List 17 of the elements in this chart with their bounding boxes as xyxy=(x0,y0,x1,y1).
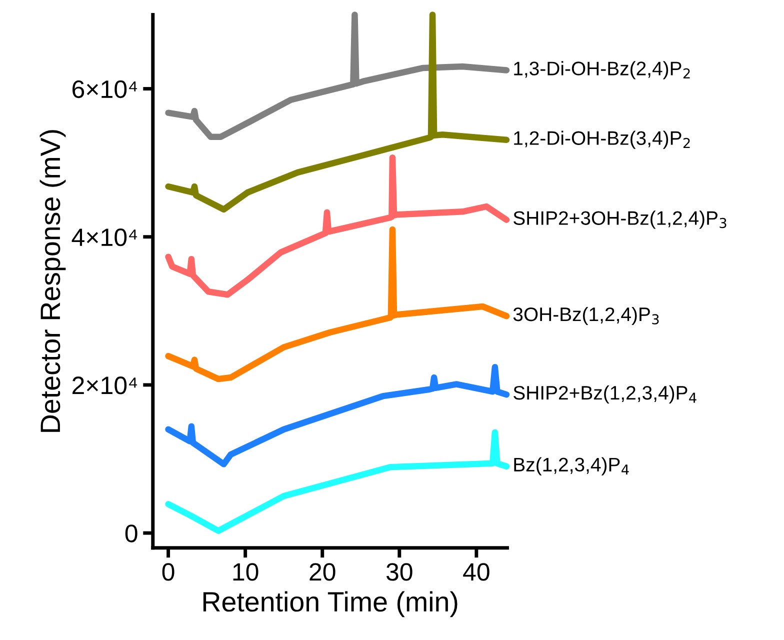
x-tick-label: 40 xyxy=(463,563,490,581)
series-label: 1,2-Di-OH-Bz(3,4)P$_{2}$ xyxy=(514,130,690,149)
series-label: SHIP2+Bz(1,2,3,4)P$_{4}$ xyxy=(514,385,696,404)
series-label: 3OH-Bz(1,2,4)P$_{3}$ xyxy=(513,306,659,326)
x-tick-label: 10 xyxy=(233,563,258,581)
x-axis-title: Retention Time (min) xyxy=(203,591,458,618)
y-tick-label: 2×10⁴ xyxy=(72,376,138,394)
y-tick-label: 0 xyxy=(125,524,138,542)
x-tick-label: 20 xyxy=(310,563,336,581)
y-tick-label: 4×10⁴ xyxy=(72,228,138,246)
series-label: 1,3-Di-OH-Bz(2,4)P$_{2}$ xyxy=(514,61,690,80)
x-tick-label: 0 xyxy=(162,563,174,581)
x-tick-label: 30 xyxy=(386,563,412,581)
series-label: Bz(1,2,3,4)P$_{4}$ xyxy=(514,457,629,476)
y-tick-label: 6×10⁴ xyxy=(72,80,138,98)
series-label: SHIP2+3OH-Bz(1,2,4)P$_{3}$ xyxy=(514,210,726,229)
y-axis-title: Detector Response (mV) xyxy=(40,130,66,432)
